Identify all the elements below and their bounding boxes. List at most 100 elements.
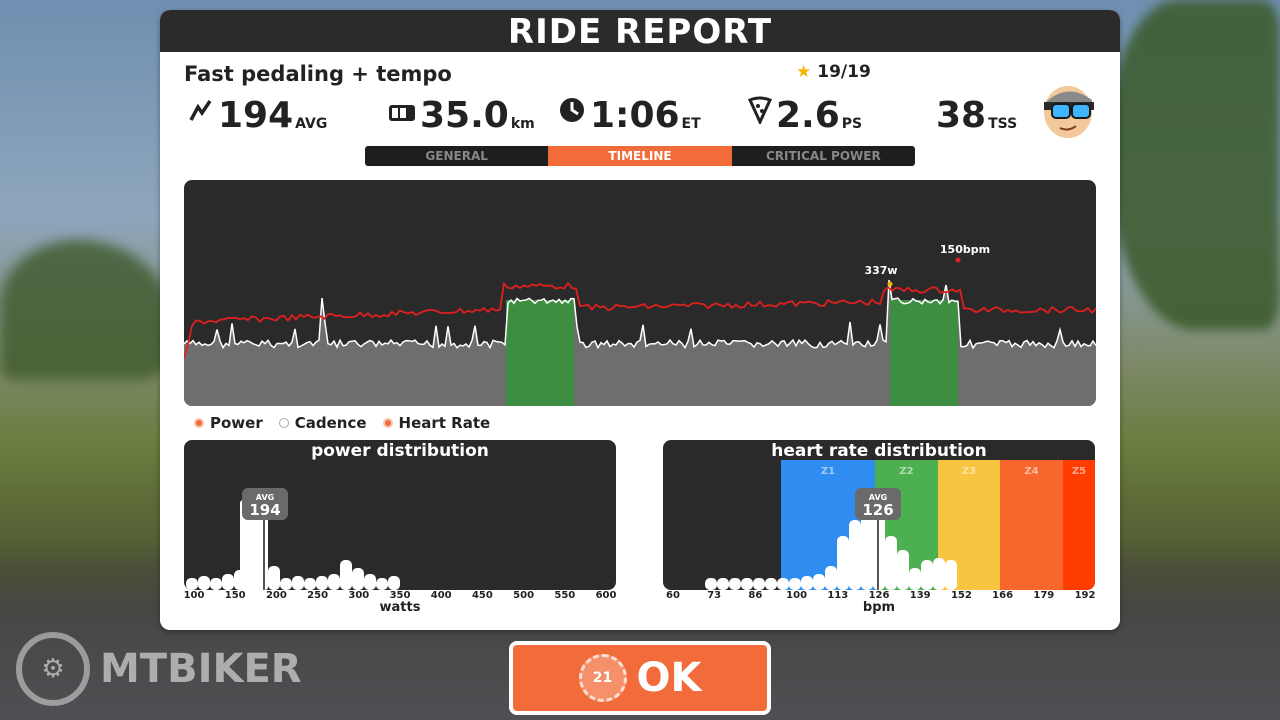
stat-value: 2.6 [776,95,840,136]
gear-logo-icon: ⚙ [16,632,90,706]
legend-heart-rate[interactable]: Heart Rate [382,414,491,432]
hr-histogram [705,500,957,590]
timeline-chart[interactable]: 337w 150bpm [184,180,1096,406]
axis-tick: 550 [554,590,576,601]
axis-tick: 350 [389,590,411,601]
stat-unit: TSS [988,116,1018,132]
heart-rate-line [184,281,1096,359]
legend-label: Power [210,414,263,432]
axis-tick: 166 [992,590,1014,601]
hr-zone-label: Z5 [1072,466,1086,477]
toggle-dot [382,418,393,428]
peak-hr-label: 150bpm [940,243,990,256]
avg-label: AVG [869,493,887,502]
axis-tick: 126 [868,590,890,601]
power-line [184,279,1096,350]
power-x-axis-label: watts [379,600,421,615]
axis-tick: 152 [950,590,972,601]
avg-value: 126 [862,501,893,519]
legend-label: Heart Rate [398,414,491,432]
report-tabs: GENERAL TIMELINE CRITICAL POWER [365,146,915,166]
background-tree-left [0,240,170,380]
power-histogram [186,500,400,590]
tab-general[interactable]: GENERAL [365,146,549,166]
ok-button[interactable]: 21 OK [509,641,771,715]
hr-distribution-title: heart rate distribution [771,441,987,461]
ok-label: OK [636,655,702,701]
power-avg-marker: AVG 194 [242,488,288,590]
stat-unit: AVG [295,116,328,132]
stat-value: 38 [936,95,987,136]
page-title: RIDE REPORT [160,10,1120,52]
axis-tick: 400 [430,590,452,601]
legend-cadence[interactable]: Cadence [278,414,367,432]
tab-critical-power[interactable]: CRITICAL POWER [731,146,915,166]
stat-elapsed-time: 1:06 ET [558,92,701,136]
stat-distance: 35.0 km [388,92,535,136]
odometer-icon [388,102,416,130]
stars-count: 19/19 [817,62,871,82]
workout-name: Fast pedaling + tempo [184,62,452,86]
power-area [184,280,1096,406]
tab-timeline[interactable]: TIMELINE [548,146,732,166]
axis-tick: 139 [909,590,931,601]
axis-tick: 500 [513,590,535,601]
axis-tick: 100 [786,590,808,601]
toggle-dot [194,418,204,428]
power-icon [188,98,214,130]
hr-avg-marker: AVG 126 [855,488,901,590]
peak-power-marker [887,281,893,287]
watermark: ⚙ MTBIKER [16,632,302,706]
hr-zone-z4 [1000,460,1063,590]
timeline-svg: 337w 150bpm [184,243,1096,406]
hr-zone-label: Z2 [899,466,913,477]
avg-label: AVG [256,493,274,502]
axis-tick: 73 [707,590,722,601]
background-tree-right [1110,0,1280,330]
power-distribution-chart: AVG 194 [184,440,616,590]
avatar [1034,80,1098,140]
stat-pizza-slices: 2.6 PS [747,92,863,136]
axis-tick: 150 [224,590,246,601]
stat-unit: km [510,116,535,132]
power-distribution-title: power distribution [311,441,489,461]
hr-zone-label: Z1 [821,466,835,477]
axis-tick: 179 [1033,590,1055,601]
hr-zone-label: Z3 [962,466,976,477]
stat-tss: 38 TSS [936,92,1017,136]
star-icon: ★ [796,62,812,82]
interval-block [506,300,574,406]
hr-zone-label: Z4 [1024,466,1038,477]
stat-value: 194 [218,95,294,136]
ride-report-panel: RIDE REPORT Fast pedaling + tempo ★ 19/19… [160,10,1120,630]
axis-tick: 60 [666,590,680,601]
avg-value: 194 [249,501,280,519]
toggle-dot [278,418,289,428]
interval-block [890,300,958,406]
axis-tick: 600 [595,590,617,601]
workout-stars: ★ 19/19 [796,62,871,82]
peak-power-label: 337w [864,264,897,277]
axis-tick: 200 [265,590,287,601]
watermark-text: MTBIKER [100,646,302,692]
axis-tick: 86 [748,590,763,601]
hr-x-axis-label: bpm [862,600,896,615]
axis-tick: 100 [183,590,205,601]
hr-distribution-chart: Z1 Z2 Z3 Z4 Z5 AVG 126 [663,440,1095,590]
axis-tick: 300 [348,590,370,601]
legend-label: Cadence [294,414,367,432]
axis-tick: 113 [827,590,849,601]
legend-power[interactable]: Power [194,414,263,432]
axis-tick: 250 [307,590,329,601]
hr-zone-z5 [1063,460,1095,590]
clock-icon [558,96,586,130]
stat-unit: PS [841,116,863,132]
axis-tick: 192 [1074,590,1096,601]
peak-hr-marker [955,257,961,263]
pizza-icon [747,96,773,130]
ride-on-badge-icon: 21 [578,654,627,702]
chart-legend: Power Cadence Heart Rate [194,414,490,432]
stat-value: 35.0 [420,95,509,136]
axis-tick: 450 [471,590,493,601]
stat-value: 1:06 [590,95,680,136]
